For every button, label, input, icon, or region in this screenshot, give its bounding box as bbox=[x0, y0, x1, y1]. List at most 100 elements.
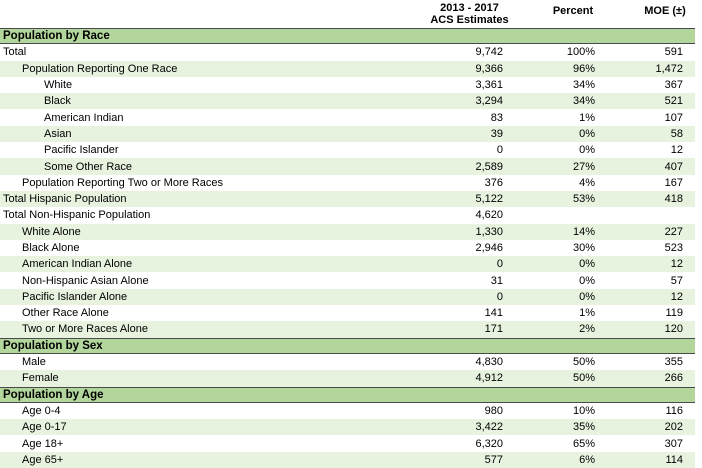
section-title: Population by Race bbox=[3, 30, 110, 43]
estimates-header-line2: ACS Estimates bbox=[430, 13, 509, 26]
estimate-cell: 4,830 bbox=[475, 356, 503, 369]
table-row: Total Hispanic Population 5,122 53% 418 bbox=[0, 190, 695, 208]
moe-cell: 58 bbox=[670, 127, 683, 140]
percent-cell: 65% bbox=[572, 437, 595, 450]
row-label: Two or More Races Alone bbox=[22, 323, 148, 336]
row-label: Black bbox=[44, 95, 71, 108]
estimate-cell: 0 bbox=[496, 144, 503, 157]
moe-cell: 107 bbox=[664, 111, 683, 124]
row-label: Total bbox=[3, 46, 27, 59]
estimate-cell: 980 bbox=[484, 404, 503, 417]
estimate-cell: 171 bbox=[484, 323, 503, 336]
moe-cell: 12 bbox=[670, 290, 683, 303]
estimates-column-header: 2013 - 2017 ACS Estimates bbox=[410, 0, 515, 28]
estimate-cell: 376 bbox=[484, 176, 503, 189]
moe-cell: 418 bbox=[664, 193, 683, 206]
moe-cell: 12 bbox=[670, 258, 683, 271]
estimate-cell: 2,946 bbox=[475, 242, 503, 254]
table-row: Population Reporting One Race 9,366 96% 1,4… bbox=[0, 60, 695, 77]
moe-cell: 57 bbox=[670, 274, 683, 287]
moe-cell: 521 bbox=[664, 95, 683, 108]
table-row: Pacific Islander 0 0% 12 bbox=[0, 142, 695, 158]
percent-cell: 30% bbox=[572, 242, 595, 254]
row-label: Non-Hispanic Asian Alone bbox=[22, 274, 149, 287]
row-label: White bbox=[44, 79, 73, 92]
moe-cell: 355 bbox=[664, 356, 683, 369]
estimate-cell: 2,589 bbox=[475, 160, 503, 173]
estimate-cell: 4,620 bbox=[475, 209, 503, 222]
percent-cell: 27% bbox=[572, 160, 595, 173]
table-row: Male 4,830 50% 355 bbox=[0, 354, 695, 370]
table-row: Age 65+ 577 6% 114 bbox=[0, 451, 695, 468]
percent-cell: 1% bbox=[579, 307, 595, 320]
moe-cell: 591 bbox=[664, 46, 683, 59]
percent-cell: 0% bbox=[579, 144, 595, 157]
estimate-cell: 3,422 bbox=[475, 421, 503, 434]
percent-cell: 10% bbox=[572, 404, 595, 417]
estimate-cell: 0 bbox=[496, 258, 503, 271]
moe-cell: 167 bbox=[664, 176, 683, 189]
section-title: Population by Sex bbox=[3, 339, 103, 352]
table-body: Population by Race Total 9,742 100% 591 Popul… bbox=[0, 28, 695, 468]
label-column-header bbox=[0, 0, 410, 28]
estimate-cell: 83 bbox=[490, 111, 503, 124]
row-label: White Alone bbox=[22, 225, 81, 238]
percent-cell: 1% bbox=[579, 111, 595, 124]
table-row: American Indian 83 1% 107 bbox=[0, 109, 695, 125]
percent-cell: 34% bbox=[572, 95, 595, 108]
table-row: Black 3,294 34% 521 bbox=[0, 93, 695, 110]
table-row: Pacific Islander Alone 0 0% 12 bbox=[0, 288, 695, 306]
estimate-cell: 6,320 bbox=[475, 437, 503, 450]
row-label: Age 65+ bbox=[22, 453, 64, 466]
row-label: Female bbox=[22, 372, 59, 385]
moe-cell: 367 bbox=[664, 79, 683, 92]
moe-cell: 227 bbox=[664, 225, 683, 238]
row-label: Pacific Islander bbox=[44, 144, 119, 157]
moe-cell: 120 bbox=[664, 323, 683, 336]
table-row: Two or More Races Alone 171 2% 120 bbox=[0, 321, 695, 338]
row-label: Population Reporting One Race bbox=[22, 62, 178, 75]
moe-cell: 114 bbox=[665, 453, 683, 466]
moe-cell: 266 bbox=[664, 372, 683, 385]
row-label: American Indian bbox=[44, 111, 124, 124]
row-label: American Indian Alone bbox=[22, 258, 133, 271]
percent-cell: 0% bbox=[579, 274, 595, 287]
percent-cell: 6% bbox=[579, 453, 595, 466]
percent-cell: 0% bbox=[579, 127, 595, 140]
table-row: White Alone 1,330 14% 227 bbox=[0, 223, 695, 240]
moe-cell: 116 bbox=[665, 404, 683, 417]
row-label: Some Other Race bbox=[44, 160, 133, 173]
estimate-cell: 4,912 bbox=[475, 372, 503, 385]
percent-cell: 0% bbox=[579, 258, 595, 271]
moe-cell: 1,472 bbox=[655, 62, 683, 75]
percent-cell: 0% bbox=[579, 290, 595, 303]
percent-cell: 50% bbox=[572, 356, 595, 369]
section-header-row: Population by Sex bbox=[0, 337, 695, 354]
percent-cell: 34% bbox=[572, 79, 595, 92]
moe-cell: 407 bbox=[664, 160, 683, 173]
percent-cell: 96% bbox=[572, 62, 595, 75]
estimate-cell: 9,742 bbox=[475, 46, 503, 59]
row-label: Age 0-4 bbox=[22, 404, 61, 417]
table-row: Other Race Alone 141 1% 119 bbox=[0, 305, 695, 321]
moe-cell: 12 bbox=[670, 144, 683, 157]
table-row: Non-Hispanic Asian Alone 31 0% 57 bbox=[0, 272, 695, 288]
table-row: Total 9,742 100% 591 bbox=[0, 44, 695, 60]
moe-cell: 119 bbox=[665, 307, 683, 320]
percent-cell: 4% bbox=[579, 176, 595, 189]
row-label: Other Race Alone bbox=[22, 307, 109, 320]
moe-column-header: MOE (±) bbox=[644, 5, 686, 17]
row-label: Population Reporting Two or More Races bbox=[22, 176, 223, 189]
estimate-cell: 3,294 bbox=[475, 95, 503, 108]
percent-cell: 2% bbox=[579, 323, 595, 336]
table-row: Female 4,912 50% 266 bbox=[0, 370, 695, 387]
section-header-row: Population by Race bbox=[0, 28, 695, 45]
estimate-cell: 141 bbox=[484, 307, 503, 320]
percent-cell: 35% bbox=[572, 421, 595, 434]
table-row: Total Non-Hispanic Population 4,620 bbox=[0, 207, 695, 223]
row-label: Pacific Islander Alone bbox=[22, 290, 128, 303]
estimate-cell: 31 bbox=[490, 274, 503, 287]
table-header: 2013 - 2017 ACS Estimates Percent MOE (±… bbox=[0, 0, 695, 28]
estimate-cell: 577 bbox=[484, 453, 503, 466]
